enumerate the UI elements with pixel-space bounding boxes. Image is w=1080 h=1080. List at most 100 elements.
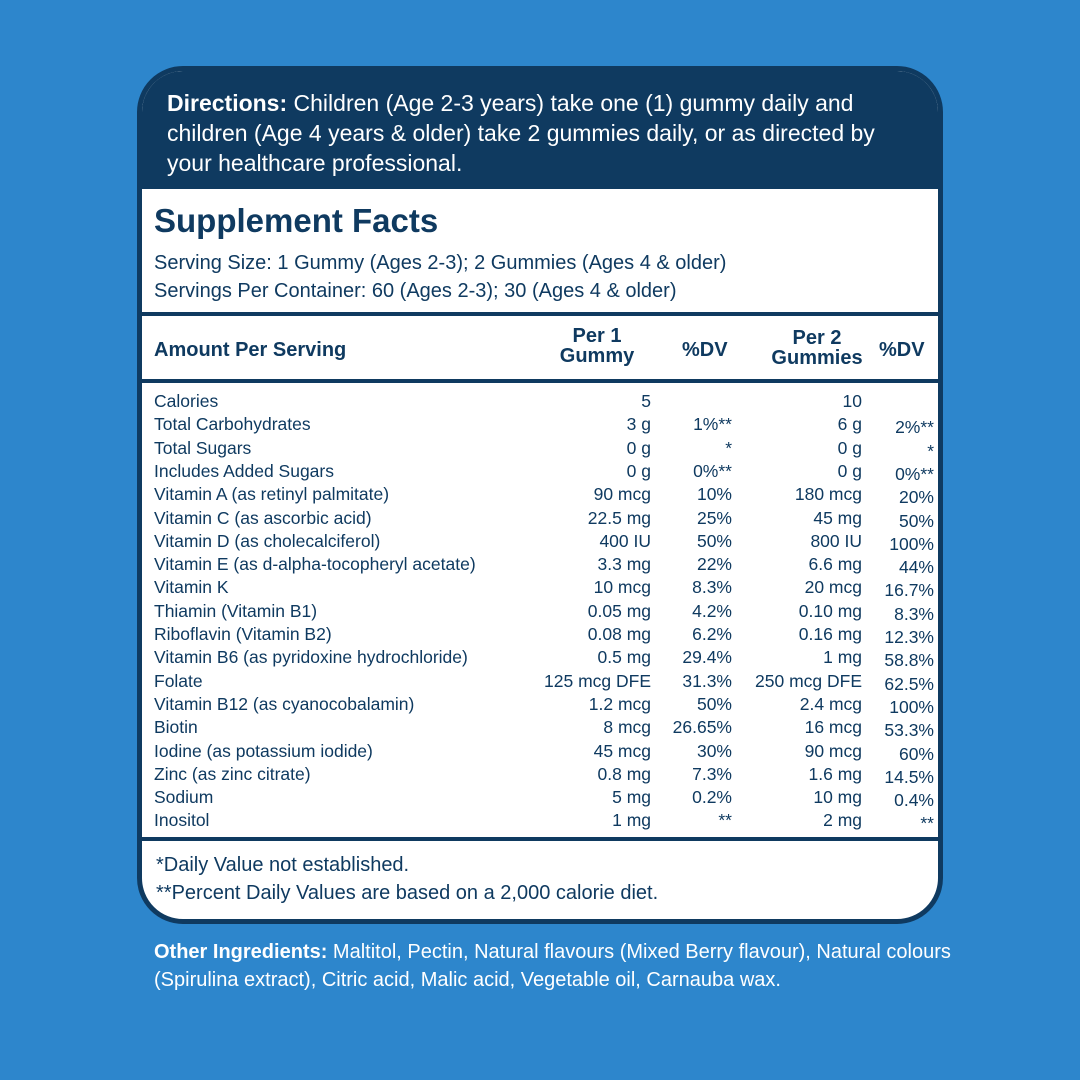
table-row: Biotin 8 mcg 26.65% 16 mcg 53.3%	[142, 717, 938, 740]
facts-title: Supplement Facts	[154, 202, 439, 239]
table-row: Vitamin C (as ascorbic acid) 22.5 mg 25% 45…	[142, 508, 938, 531]
table-row: Folate 125 mcg DFE 31.3% 250 mcg DFE 62.5%	[142, 671, 938, 694]
dv-per-1: 6.2%	[692, 624, 732, 644]
dv-per-2: 2%**	[895, 417, 934, 438]
dv-per-1: 31.3%	[682, 670, 732, 691]
amount-per-1: 0 g	[626, 460, 651, 481]
dv-per-2: 50%	[898, 510, 934, 531]
amount-per-1: 10 mcg	[593, 577, 651, 598]
other-ingredients: Other Ingredients: Maltitol, Pectin, Nat…	[154, 938, 954, 994]
other-ingredients-text: Maltitol, Pectin, Natural flavours (Mixe…	[154, 941, 951, 991]
amount-per-1: 0 g	[626, 437, 651, 458]
nutrient-name: Iodine (as potassium iodide)	[154, 740, 373, 761]
amount-per-1: 22.5 mg	[587, 507, 651, 528]
amount-per-1: 8 mcg	[603, 717, 651, 738]
amount-per-2: 16 mcg	[804, 717, 862, 738]
table-row: Includes Added Sugars 0 g 0%** 0 g 0%**	[142, 461, 938, 484]
divider-header	[142, 379, 938, 383]
amount-per-2: 10	[842, 391, 862, 411]
nutrient-name: Vitamin B12 (as cyanocobalamin)	[154, 693, 415, 714]
dv-per-2: 16.7%	[884, 580, 934, 601]
amount-per-1: 0.08 mg	[587, 624, 651, 644]
dv-per-1: 50%	[696, 693, 732, 714]
servings-per-container: Servings Per Container: 60 (Ages 2-3); 3…	[154, 280, 677, 302]
dv-per-2: 62.5%	[884, 673, 934, 694]
footnote-calorie-diet: **Percent Daily Values are based on a 2,…	[156, 882, 659, 904]
nutrient-name: Vitamin K	[154, 577, 229, 598]
amount-per-2: 10 mg	[813, 787, 862, 808]
dv-per-1: 29.4%	[682, 647, 732, 668]
dv-per-2: 0.4%	[894, 790, 934, 811]
dv-per-2: 100%	[889, 533, 934, 554]
amount-per-1: 5 mg	[612, 787, 651, 808]
nutrient-name: Total Carbohydrates	[154, 414, 311, 435]
amount-per-2: 0.10 mg	[798, 600, 862, 621]
amount-per-2: 250 mcg DFE	[755, 670, 862, 691]
header-per2-line1: Per 2	[792, 327, 842, 349]
header-per2-line2: Gummies	[771, 347, 863, 369]
amount-per-2: 6.6 mg	[808, 554, 863, 575]
header-per1: Per 1 Gummy	[547, 326, 647, 366]
amount-per-2: 1 mg	[823, 647, 862, 668]
table-row: Riboflavin (Vitamin B2) 0.08 mg 6.2% 0.16 m…	[142, 624, 938, 647]
nutrient-name: Vitamin A (as retinyl palmitate)	[154, 484, 390, 505]
directions-label: Directions:	[167, 90, 288, 116]
table-row: Thiamin (Vitamin B1) 0.05 mg 4.2% 0.10 mg 8.…	[142, 601, 938, 624]
nutrient-name: Total Sugars	[154, 437, 252, 458]
amount-per-2: 800 IU	[810, 530, 862, 551]
dv-per-2: 100%	[889, 696, 934, 717]
dv-per-1: 0%**	[693, 460, 732, 481]
serving-size: Serving Size: 1 Gummy (Ages 2-3); 2 Gumm…	[154, 252, 727, 274]
amount-per-1: 3 g	[626, 414, 651, 435]
amount-per-2: 2.4 mcg	[799, 693, 862, 714]
dv-per-1: 26.65%	[672, 717, 732, 738]
nutrient-name: Riboflavin (Vitamin B2)	[154, 624, 332, 644]
dv-per-2: **	[920, 813, 934, 834]
nutrient-name: Thiamin (Vitamin B1)	[154, 600, 318, 621]
amount-per-1: 1 mg	[612, 810, 651, 831]
amount-per-2: 20 mcg	[804, 577, 862, 598]
nutrient-name: Sodium	[154, 787, 214, 808]
nutrient-name: Folate	[154, 670, 203, 691]
dv-per-1: 7.3%	[692, 763, 732, 784]
header-per1-line1: Per 1	[572, 325, 622, 347]
nutrient-name: Vitamin E (as d-alpha-tocopheryl acetate…	[154, 554, 476, 575]
nutrient-name: Vitamin D (as cholecalciferol)	[154, 530, 381, 551]
table-row: Vitamin K 10 mcg 8.3% 20 mcg 16.7%	[142, 577, 938, 600]
amount-per-2: 0.16 mg	[798, 624, 862, 644]
amount-per-1: 3.3 mg	[597, 554, 652, 575]
dv-per-2: 20%	[898, 487, 934, 508]
nutrient-name: Vitamin B6 (as pyridoxine hydrochloride)	[154, 647, 468, 668]
header-dv2: %DV	[879, 339, 925, 361]
amount-per-2: 180 mcg	[794, 484, 862, 505]
amount-per-1: 90 mcg	[593, 484, 651, 505]
dv-per-2: 53.3%	[884, 720, 934, 741]
header-amount: Amount Per Serving	[154, 339, 347, 361]
dv-per-2: 12.3%	[884, 627, 934, 647]
table-row: Total Carbohydrates 3 g 1%** 6 g 2%**	[142, 414, 938, 437]
supplement-facts-panel: Directions: Children (Age 2-3 years) tak…	[137, 66, 943, 924]
amount-per-2: 2 mg	[823, 810, 862, 831]
footnote-dv-not-established: *Daily Value not established.	[156, 854, 410, 876]
dv-per-1: 8.3%	[692, 577, 732, 598]
amount-per-1: 125 mcg DFE	[544, 670, 651, 691]
dv-per-2: 0%**	[895, 463, 934, 484]
table-row: Sodium 5 mg 0.2% 10 mg 0.4%	[142, 787, 938, 810]
serving-info: Serving Size: 1 Gummy (Ages 2-3); 2 Gumm…	[154, 249, 726, 305]
amount-per-1: 5	[641, 391, 651, 411]
table-row: Vitamin E (as d-alpha-tocopheryl acetate…	[142, 554, 938, 577]
dv-per-2: 60%	[898, 743, 934, 764]
dv-per-1: **	[718, 810, 732, 831]
amount-per-2: 45 mg	[813, 507, 862, 528]
dv-per-1: 1%**	[693, 414, 732, 435]
amount-per-1: 0.8 mg	[597, 763, 652, 784]
header-dv1: %DV	[682, 339, 728, 361]
amount-per-1: 400 IU	[599, 530, 651, 551]
dv-per-1: 22%	[696, 554, 732, 575]
table-row: Vitamin B12 (as cyanocobalamin) 1.2 mcg 50…	[142, 694, 938, 717]
other-ingredients-label: Other Ingredients:	[154, 941, 328, 963]
amount-per-1: 0.5 mg	[597, 647, 652, 668]
dv-per-1: *	[725, 437, 732, 458]
header-per2: Per 2 Gummies	[762, 328, 872, 368]
amount-per-1: 1.2 mcg	[588, 693, 651, 714]
